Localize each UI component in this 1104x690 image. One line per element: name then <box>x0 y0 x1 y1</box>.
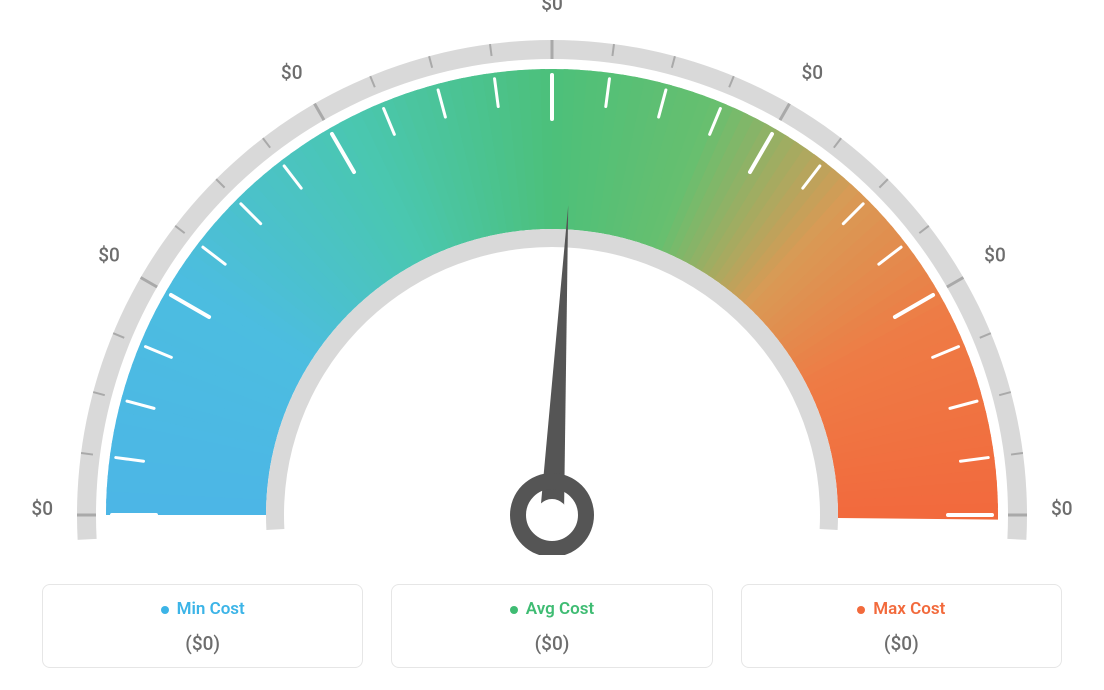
dot-icon <box>857 606 865 614</box>
svg-text:$0: $0 <box>984 244 1006 267</box>
legend-title-avg: Avg Cost <box>510 601 594 618</box>
gauge-area: $0 $0 $0 $0 $0 $0 $0 <box>0 0 1104 555</box>
legend-title-min: Min Cost <box>161 601 245 618</box>
dot-icon <box>161 606 169 614</box>
gauge-cost-chart: $0 $0 $0 $0 $0 $0 $0 Min Cost ($0) Avg Cost ($… <box>0 0 1104 690</box>
svg-text:$0: $0 <box>98 244 120 267</box>
svg-text:$0: $0 <box>31 497 53 520</box>
legend-label-avg: Avg Cost <box>526 601 594 618</box>
legend-value-max: ($0) <box>754 632 1049 655</box>
legend-label-min: Min Cost <box>177 601 245 618</box>
legend-card-avg: Avg Cost ($0) <box>391 584 712 669</box>
svg-text:$0: $0 <box>541 0 563 15</box>
legend-card-max: Max Cost ($0) <box>741 584 1062 669</box>
legend-title-max: Max Cost <box>857 601 945 618</box>
legend-value-avg: ($0) <box>404 632 699 655</box>
svg-text:$0: $0 <box>1051 497 1073 520</box>
legend-card-min: Min Cost ($0) <box>42 584 363 669</box>
svg-text:$0: $0 <box>281 61 303 84</box>
legend-value-min: ($0) <box>55 632 350 655</box>
legend-row: Min Cost ($0) Avg Cost ($0) Max Cost ($0… <box>0 584 1104 669</box>
legend-label-max: Max Cost <box>873 601 945 618</box>
svg-text:$0: $0 <box>802 61 824 84</box>
dot-icon <box>510 606 518 614</box>
gauge-svg: $0 $0 $0 $0 $0 $0 $0 <box>0 0 1104 555</box>
